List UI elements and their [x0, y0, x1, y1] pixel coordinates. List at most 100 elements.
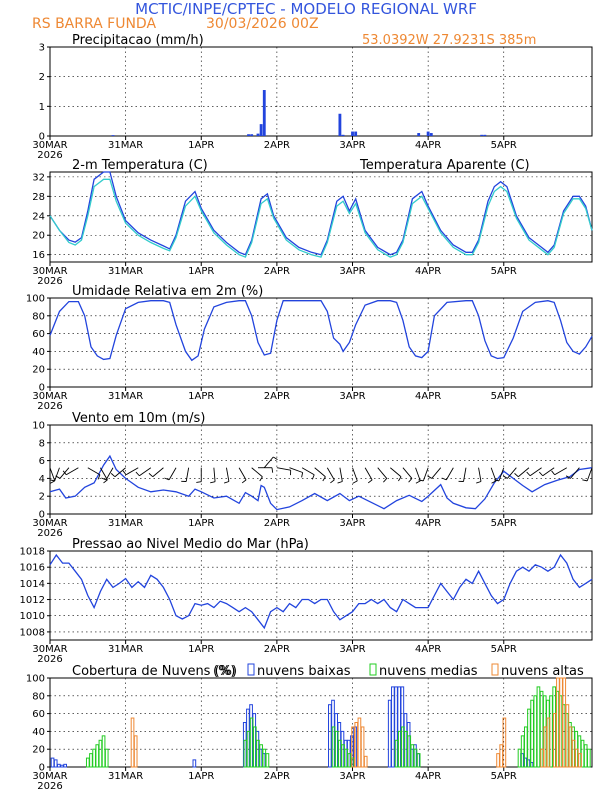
- x-tick-label: 5APR: [491, 644, 517, 655]
- cloud-bar-3: [540, 748, 545, 768]
- wind-barb-feather: [164, 477, 170, 481]
- wind-barb: [49, 467, 56, 482]
- wind-barb: [314, 467, 326, 478]
- wind-barb: [251, 467, 263, 478]
- wind-barb: [185, 467, 190, 482]
- wind-barb-feather: [97, 474, 101, 480]
- wind-barb-feather: [415, 480, 421, 484]
- header-station: RS BARRA FUNDA: [32, 16, 156, 32]
- wind-barb: [326, 467, 335, 481]
- cloud-bar-3: [552, 713, 557, 768]
- wind-barb: [490, 467, 497, 482]
- cloud-bar-3: [499, 744, 504, 768]
- cloud-bar-2: [397, 730, 402, 768]
- wind-barb-feather: [538, 471, 544, 477]
- cloud-bar-3: [502, 717, 507, 768]
- cloud-bar-2: [407, 735, 412, 768]
- wind-barb-feather: [491, 480, 497, 484]
- precip-bar: [483, 134, 487, 136]
- cloud-bar-1: [387, 699, 392, 768]
- precip-bar: [338, 113, 342, 136]
- y-tick-label: 2: [39, 492, 45, 503]
- x-tick-year: 2026: [37, 528, 62, 539]
- wind-barb-feather: [418, 479, 424, 482]
- cloud-bar-1: [192, 759, 197, 768]
- y-tick-label: 4: [39, 474, 45, 485]
- cloud-bar-3: [360, 726, 365, 768]
- cloud-bar-2: [243, 739, 248, 768]
- wind-barb-feather: [259, 476, 263, 482]
- wind-barb-feather: [398, 476, 402, 482]
- wind-barb: [422, 467, 429, 482]
- cloud-bar-3: [357, 717, 362, 768]
- x-tick-year: 2026: [37, 276, 62, 287]
- wind-barb-feather: [337, 481, 343, 484]
- x-tick-label: 4APR: [415, 644, 441, 655]
- wind-barb: [498, 467, 505, 482]
- y-tick-label: 1016: [20, 563, 45, 574]
- x-tick-year: 2026: [37, 401, 62, 412]
- wind-barb: [402, 467, 413, 479]
- cloud-bar-3: [575, 748, 579, 768]
- wind-barb-feather: [241, 479, 247, 484]
- x-tick-label: 3APR: [339, 644, 365, 655]
- panel-frame: [49, 297, 593, 388]
- wind-barb: [352, 467, 358, 482]
- wind-barb-feather: [476, 481, 482, 484]
- cloud-bar-2: [104, 748, 109, 768]
- x-tick-label: 31MAR: [108, 518, 143, 529]
- header-line1: MCTIC/INPE/CPTEC - MODELO REGIONAL WRF: [135, 0, 477, 18]
- precip-bar: [250, 134, 254, 136]
- x-tick-label: 3APR: [339, 391, 365, 402]
- y-tick-label: 24: [32, 211, 45, 222]
- x-tick-label: 2APR: [264, 518, 290, 529]
- wind-barb-feather: [135, 471, 140, 477]
- cloud-bar-2: [259, 744, 263, 768]
- y-tick-label: 20: [32, 745, 45, 756]
- series-line-1: [49, 300, 593, 362]
- cloud-bar-2: [394, 739, 399, 768]
- precip-bar: [259, 124, 263, 136]
- precip-bar: [111, 135, 115, 136]
- cloud-bar-2: [331, 726, 336, 768]
- wind-barb: [377, 467, 388, 479]
- wind-barb-feather: [122, 470, 127, 475]
- y-tick-label: 16: [32, 250, 45, 261]
- x-tick-label: 30MAR: [32, 391, 67, 402]
- precip-bar: [429, 133, 433, 136]
- cloud-bar-2: [85, 757, 90, 768]
- wind-barb-feather: [62, 470, 67, 475]
- cloud-bar-1: [50, 757, 55, 768]
- y-tick-label: 20: [32, 231, 45, 242]
- legend-label: nuvens altas: [501, 664, 584, 679]
- y-tick-label: 0: [39, 132, 45, 143]
- wind-barb: [168, 467, 177, 481]
- wind-barb-feather: [224, 481, 230, 484]
- wind-barb: [213, 467, 216, 482]
- wind-barb: [463, 467, 467, 482]
- cloud-bar-3: [496, 753, 500, 768]
- y-tick-label: 3: [39, 43, 45, 54]
- wind-barb-feather: [50, 480, 56, 484]
- x-tick-label: 31MAR: [108, 140, 143, 151]
- wind-barb: [263, 456, 274, 469]
- y-tick-label: 0: [39, 763, 45, 774]
- cloud-bar-2: [95, 744, 100, 768]
- cloud-bar-2: [533, 695, 538, 768]
- cloud-bar-2: [530, 699, 534, 768]
- x-tick-label: 1APR: [188, 771, 214, 782]
- wind-barb-feather: [55, 475, 61, 479]
- x-tick-label: 5APR: [491, 140, 517, 151]
- y-tick-label: 6: [39, 456, 45, 467]
- wind-barb-feather: [49, 479, 55, 482]
- wind-barb-feather: [502, 475, 508, 479]
- series-line-1: [49, 553, 593, 630]
- y-tick-label: 60: [32, 329, 45, 340]
- legend-swatch: [247, 663, 255, 676]
- cloud-bar-1: [391, 686, 395, 768]
- cloud-bar-2: [341, 744, 345, 768]
